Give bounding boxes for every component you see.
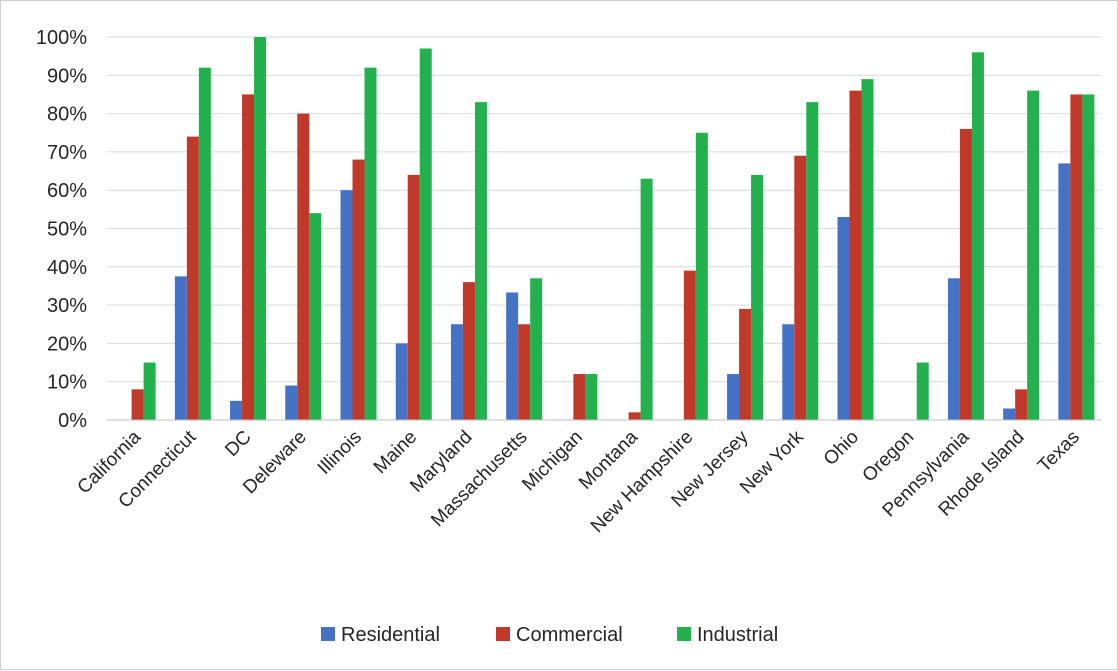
bar-commercial <box>131 389 144 420</box>
y-axis-tick-labels: 0% 10% 20% 30% 40% 50% 60% 70% 80% 90% 100% <box>36 27 87 432</box>
bar-commercial <box>573 374 586 420</box>
bar-residential <box>506 292 519 420</box>
bar-industrial <box>916 362 929 420</box>
y-tick-label: 20% <box>47 333 87 355</box>
bar-commercial <box>1070 94 1083 420</box>
y-tick-label: 40% <box>47 257 87 279</box>
x-tick-label: Illinois <box>314 427 366 479</box>
bar-industrial <box>364 67 377 420</box>
bar-industrial <box>254 37 267 420</box>
bar-commercial <box>849 90 862 421</box>
bar-industrial <box>530 278 543 420</box>
x-tick-label: Texas <box>1034 427 1084 477</box>
x-tick-label: DC <box>221 427 255 461</box>
bar-residential <box>450 324 463 420</box>
y-tick-label: 60% <box>47 180 87 202</box>
bar-industrial <box>806 102 819 421</box>
legend-swatch-commercial <box>496 627 510 641</box>
bar-commercial <box>628 412 641 420</box>
bar-commercial <box>1015 389 1028 420</box>
bar-residential <box>782 324 795 420</box>
bar-commercial <box>186 136 199 420</box>
gridlines <box>107 36 1101 421</box>
bar-residential <box>230 400 243 420</box>
x-tick-label: Michigan <box>518 427 587 496</box>
bar-industrial <box>198 67 211 420</box>
bar-industrial <box>585 374 598 420</box>
bar-residential <box>837 217 850 420</box>
bar-commercial <box>794 155 807 421</box>
legend-swatch-residential <box>321 627 335 641</box>
bars <box>131 37 1095 421</box>
bar-residential <box>727 374 740 420</box>
bar-commercial <box>518 324 531 420</box>
bar-industrial <box>695 132 708 420</box>
bar-industrial <box>1082 94 1095 420</box>
bar-residential <box>1003 408 1016 420</box>
y-tick-label: 30% <box>47 295 87 317</box>
bar-industrial <box>309 213 322 420</box>
bar-residential <box>285 385 298 420</box>
legend-label-industrial: Industrial <box>697 624 778 646</box>
bar-residential <box>395 343 408 420</box>
legend: Residential Commercial Industrial <box>321 624 778 646</box>
bar-industrial <box>640 178 653 420</box>
y-tick-label: 100% <box>36 27 87 49</box>
bar-commercial <box>407 174 420 420</box>
bar-commercial <box>242 94 255 420</box>
y-tick-label: 90% <box>47 65 87 87</box>
bar-residential <box>947 278 960 420</box>
legend-swatch-industrial <box>677 627 691 641</box>
y-tick-label: 50% <box>47 219 87 241</box>
bar-commercial <box>352 159 365 420</box>
x-tick-label: New Hampshire <box>587 427 697 537</box>
bar-industrial <box>474 102 487 421</box>
x-tick-label: Ohio <box>820 427 863 470</box>
bar-residential <box>1058 163 1071 420</box>
bar-commercial <box>683 270 696 420</box>
bar-industrial <box>861 79 874 420</box>
bar-industrial <box>419 48 432 421</box>
bar-commercial <box>297 113 310 420</box>
bar-commercial <box>739 308 752 420</box>
legend-label-commercial: Commercial <box>516 624 623 646</box>
y-tick-label: 10% <box>47 372 87 394</box>
y-tick-label: 70% <box>47 142 87 164</box>
bar-industrial <box>971 52 984 420</box>
x-tick-label: Maine <box>370 427 421 478</box>
x-tick-label: Massachusetts <box>427 427 531 531</box>
bar-industrial <box>143 362 156 420</box>
bar-industrial <box>751 174 764 420</box>
bar-residential <box>340 190 353 420</box>
y-tick-label: 80% <box>47 104 87 126</box>
bar-commercial <box>462 282 475 420</box>
bar-industrial <box>1027 90 1040 421</box>
bar-commercial <box>959 128 972 421</box>
y-tick-label: 0% <box>58 410 87 432</box>
bar-residential <box>174 276 187 420</box>
legend-label-residential: Residential <box>341 624 440 646</box>
